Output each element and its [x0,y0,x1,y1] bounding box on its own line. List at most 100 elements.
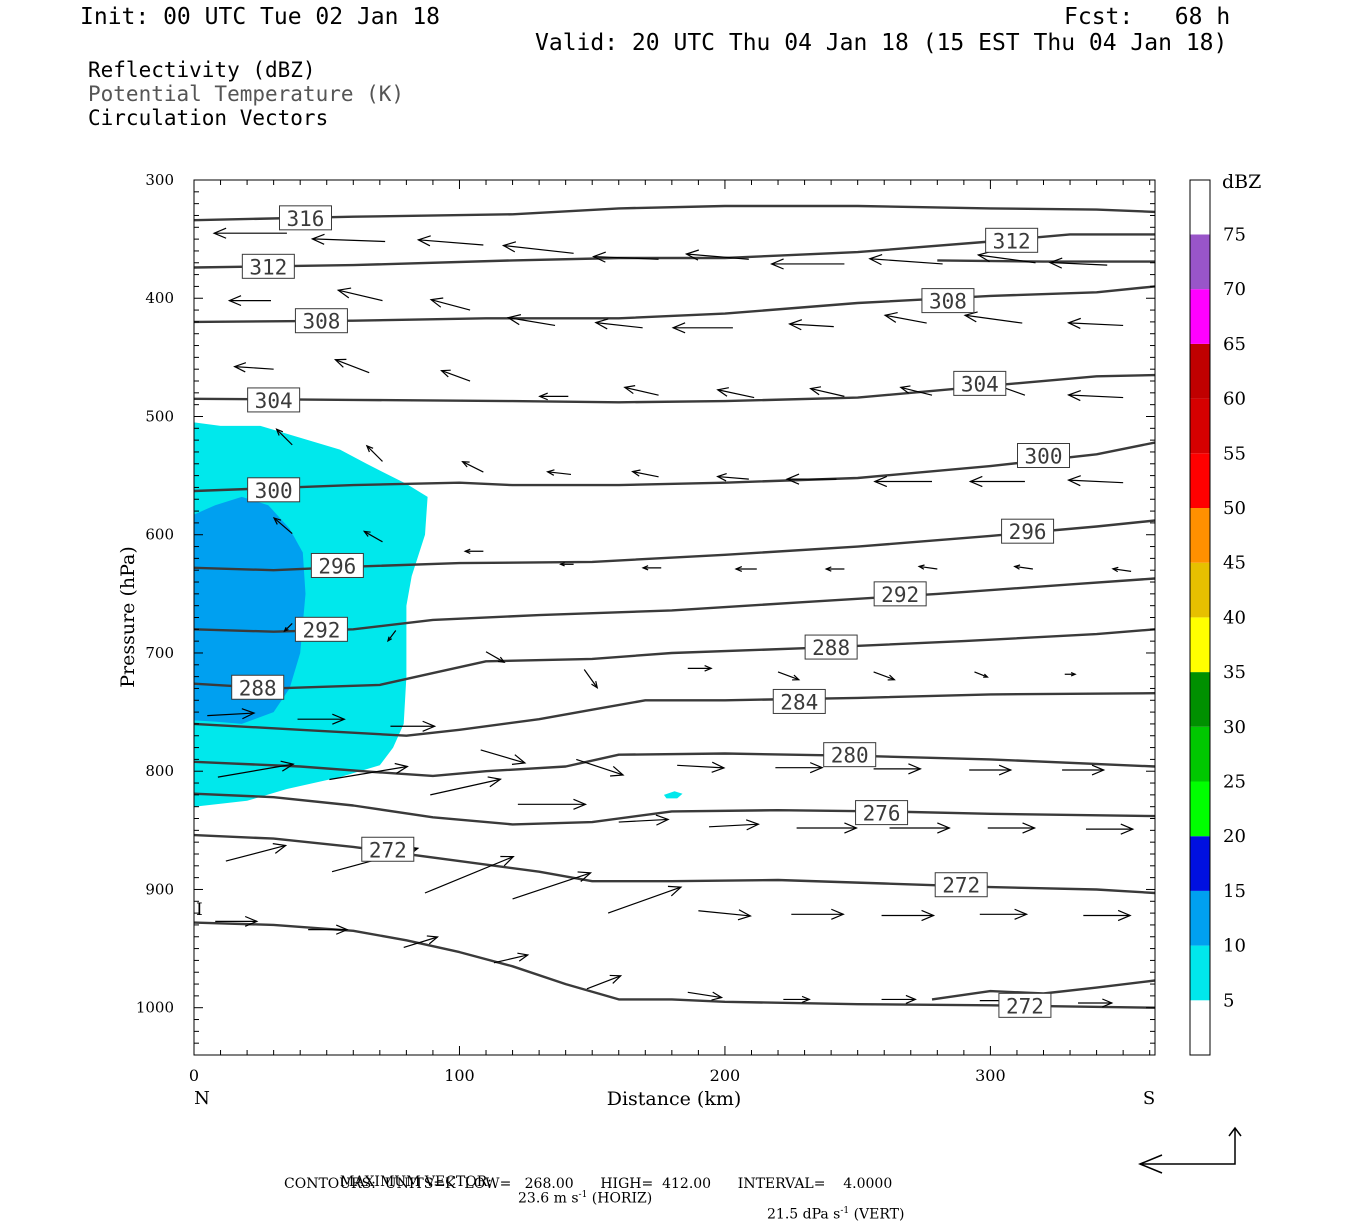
vector-head [667,885,683,897]
vector-head [394,762,409,774]
circulation-vector [440,369,471,382]
circulation-vector [873,671,896,681]
vector-head [546,469,555,476]
vector-shaft [1068,479,1124,484]
vector-head [497,656,506,663]
vector-head [336,287,352,299]
contour-label: 276 [863,802,901,826]
vector-head [917,564,925,570]
max-vector-label: MAXIMUM VECTOR: [340,1174,492,1190]
contour-label-box [804,634,858,660]
vector-shaft [312,238,386,243]
vector-head [422,720,437,732]
vector-head [887,674,896,681]
y-tick-label: 500 [145,407,174,425]
circulation-vector [796,822,858,834]
circulation-vector [310,233,386,245]
vector-head [310,233,325,245]
vector-head [362,530,371,537]
vector-shaft [978,254,1036,264]
y-tick-label: 600 [145,526,174,544]
contours-info: CONTOURS: UNITS=K LOW= 268.00 HIGH= 412.… [284,1176,893,1192]
vector-head [233,362,247,373]
circulation-vector [390,720,437,732]
max-horizontal-tag: (HORIZ) [591,1190,653,1207]
circulation-vector [1083,909,1132,922]
theta-line-272-12 [194,833,1155,895]
circulation-vector [424,855,515,894]
colorbar-segment-25 [1190,726,1210,782]
contour-label: 272 [369,838,407,862]
vector-shaft [810,388,845,397]
colorbar-segment-15 [1190,836,1210,891]
circulation-vector [403,935,440,948]
vector-head [785,473,800,485]
vector-shaft [217,763,294,778]
vector-head [212,227,227,239]
vector-head [801,995,811,1004]
colorbar-level-label: 30 [1223,717,1246,738]
circulation-vector [873,475,933,488]
vector-shaft [974,671,988,678]
colorbar-level-label: 5 [1223,990,1234,1011]
circulation-vector [687,991,724,1001]
contour-label-box [361,836,415,862]
vector-head [968,475,983,488]
contour-label-box [278,205,332,231]
contour-label-box [247,477,301,503]
vector-shaft [873,671,895,681]
vector-head [655,814,670,826]
vector-shaft [884,314,927,324]
init-time: Init: 00 UTC Tue 02 Jan 18 [80,4,441,30]
vector-shaft [789,323,834,328]
vector-shaft [1014,565,1033,570]
circulation-vector [770,258,845,270]
y-tick-label: 700 [145,644,174,662]
vector-shaft [624,386,659,396]
vector-shaft [508,317,556,327]
circulation-vector [889,822,951,834]
vector-shaft [547,471,572,476]
circulation-vector [463,548,484,554]
circulation-vector [969,764,1013,776]
contour-label-box [231,674,285,700]
vector-shaft [338,289,383,302]
theta-line-312-2 [937,259,1155,263]
circulation-vector [517,798,588,810]
vector-head [809,762,824,774]
circulation-vector [716,473,749,482]
circulation-vector [1066,389,1124,402]
contour-label-box [873,581,927,607]
circulation-vector [283,622,293,633]
circulation-vector [881,909,936,922]
reflectivity-area-1 [194,496,306,724]
circulation-vector [297,713,346,725]
vector-head [809,386,822,396]
colorbar-level-label: 65 [1223,334,1246,355]
circulation-vector [308,924,349,935]
theta-line-284-9 [194,692,1155,737]
circulation-vector [592,251,659,263]
vector-head [241,708,256,720]
contour-label-box [823,742,877,768]
contour-label-box [985,227,1039,253]
legend-circulation-vectors: Circulation Vectors [88,106,329,130]
vector-head [788,319,803,331]
vector-shaft [777,671,800,681]
x-axis-label: Distance (km) [607,1088,742,1110]
vector-shaft [869,258,943,265]
circulation-vector [233,362,274,373]
vector-shaft [403,936,438,948]
vector-shaft [687,991,722,999]
vector-head [792,674,801,681]
vector-shaft [503,244,574,254]
vector-shaft [485,651,505,663]
circulation-vector [501,241,574,254]
contour-label-box [294,308,348,334]
vector-head [704,665,713,672]
vector-head [573,798,588,810]
vector-shaft [335,359,370,374]
vector-head [899,385,911,394]
circulation-vector [1048,257,1108,269]
contour-label: 296 [1009,520,1047,544]
